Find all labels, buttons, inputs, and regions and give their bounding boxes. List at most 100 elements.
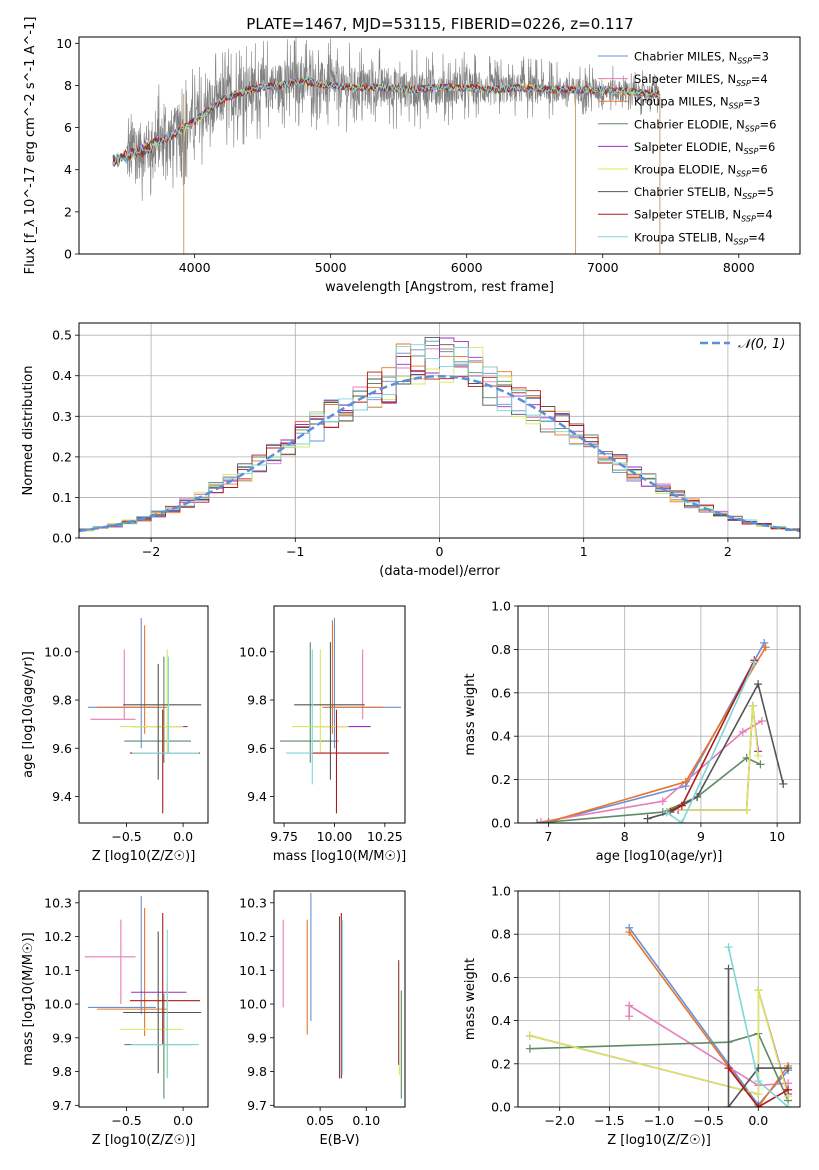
series-line — [540, 720, 763, 823]
y-tick-label: 0.0 — [491, 816, 511, 831]
y-tick-label: 10.2 — [239, 929, 267, 944]
y-tick-label: 0.6 — [491, 685, 511, 700]
y-tick-label: 10.3 — [239, 895, 267, 910]
legend-sub: SSP — [744, 147, 759, 156]
plot-area — [112, 37, 661, 254]
series-point — [662, 808, 671, 817]
x-axis-label: age [log10(age/yr)] — [596, 849, 723, 864]
legend-text: Kroupa MILES, N — [634, 95, 729, 109]
legend-text: Salpeter STELIB, N — [634, 208, 741, 222]
x-tick-label: −1.5 — [594, 1113, 624, 1128]
y-tick-label: 9.6 — [247, 741, 267, 756]
legend-sub: SSP — [745, 124, 760, 133]
series-point — [779, 779, 788, 788]
x-axis-label: Z [log10(Z/Z☉)] — [92, 1133, 196, 1148]
x-axis-label: E(B-V) — [319, 1133, 359, 1148]
axes-frame — [78, 890, 209, 1108]
y-tick-label: 9.9 — [52, 1030, 72, 1045]
legend-text: Kroupa STELIB, N — [634, 230, 734, 244]
y-tick-label: 10.0 — [239, 644, 267, 659]
y-tick-label: 10.3 — [44, 895, 72, 910]
series-point — [754, 986, 763, 995]
series-line — [666, 662, 756, 823]
series-point — [533, 819, 542, 823]
x-tick-label: 5000 — [315, 260, 347, 275]
y-tick-label: 9.8 — [52, 1064, 72, 1079]
y-axis-label: mass [log10(M/M☉)] — [21, 932, 36, 1065]
panel-age-vs-mass: 9.75 10.00 10.25 9.4 9.6 9.8 10.0 mass [log10(M… — [239, 605, 406, 864]
y-tick-label: 9.6 — [52, 741, 72, 756]
series-point — [625, 1001, 634, 1010]
series-point — [525, 1044, 534, 1053]
x-tick-label: 0.10 — [352, 1113, 380, 1128]
legend-suffix: =4 — [748, 230, 765, 244]
y-tick-label: 0.0 — [52, 531, 72, 546]
y-tick-label: 1.0 — [491, 599, 511, 614]
y-tick-label: 0.5 — [52, 328, 72, 343]
legend-label: Kroupa MILES, NSSP=3 — [634, 95, 760, 111]
y-tick-label: 0.2 — [491, 772, 511, 787]
series-point — [760, 638, 769, 647]
axes-frame — [517, 605, 801, 824]
x-tick-label: 6000 — [451, 260, 483, 275]
series-line — [670, 705, 759, 811]
x-tick-label: 4000 — [179, 260, 211, 275]
series-point — [784, 1085, 793, 1094]
x-tick-label: 0.0 — [173, 829, 193, 844]
y-tick-label: 0.3 — [52, 409, 72, 424]
x-axis-label: Z [log10(Z/Z☉)] — [607, 1133, 711, 1148]
histogram-step — [79, 337, 800, 532]
legend-label: Salpeter STELIB, NSSP=4 — [634, 208, 773, 224]
x-tick-label: 7000 — [587, 260, 619, 275]
legend-suffix: =4 — [756, 208, 773, 222]
panel-residuals: −2 −1 0 1 2 0.0 0.1 0.2 0.3 0.4 0.5 (data-model)/er… — [21, 322, 801, 579]
series-point — [724, 1064, 733, 1073]
x-tick-label: 0.0 — [173, 1113, 193, 1128]
series-point — [643, 814, 652, 823]
y-tick-label: 8 — [64, 78, 72, 93]
series-point — [677, 819, 686, 823]
axes-frame — [78, 605, 209, 824]
y-tick-label: 0.8 — [491, 927, 511, 942]
histogram-step — [79, 355, 800, 530]
y-tick-label: 9.9 — [247, 1030, 267, 1045]
series-line — [529, 990, 789, 1097]
legend-sub: SSP — [741, 215, 756, 224]
series-point — [754, 1090, 763, 1099]
legend-suffix: =5 — [757, 185, 774, 199]
legend: 𝒩(0, 1) — [700, 337, 785, 352]
y-tick-label: 10.1 — [239, 963, 267, 978]
x-axis-label: (data-model)/error — [379, 564, 500, 579]
y-axis-label: age [log10(age/yr)] — [21, 651, 36, 778]
plot-area — [79, 323, 800, 538]
legend-label: Chabrier MILES, NSSP=3 — [634, 50, 769, 66]
legend-suffix: =3 — [743, 95, 760, 109]
series-point — [625, 928, 634, 937]
legend-sub: SSP — [736, 170, 751, 179]
legend-label: Kroupa ELODIE, NSSP=6 — [634, 163, 768, 179]
x-tick-label: 0.05 — [306, 1113, 334, 1128]
y-tick-label: 9.7 — [247, 1098, 267, 1113]
panel-massweight-vs-age: 7 8 9 10 0.0 0.2 0.4 0.6 0.8 1.0 age [log10(age/yr… — [463, 599, 801, 864]
legend-text: Salpeter MILES, N — [634, 72, 736, 86]
panel-mass-vs-Z: −0.5 0.0 9.7 9.8 9.9 10.0 10.1 10.2 10.3 Z [log10… — [21, 890, 209, 1148]
legend-text: Chabrier MILES, N — [634, 50, 737, 64]
legend-sub: SSP — [736, 79, 751, 88]
legend-label: Salpeter ELODIE, NSSP=6 — [634, 140, 775, 156]
x-tick-label: −0.5 — [111, 1113, 141, 1128]
series-point — [681, 777, 690, 786]
y-tick-label: 0.4 — [52, 368, 72, 383]
axes-frame — [78, 36, 801, 255]
x-tick-label: −2.0 — [545, 1113, 575, 1128]
y-tick-label: 10.0 — [44, 997, 72, 1012]
x-tick-label: 10 — [769, 829, 785, 844]
series-point — [625, 1012, 634, 1021]
x-tick-label: −0.5 — [111, 829, 141, 844]
legend-label: Salpeter MILES, NSSP=4 — [634, 72, 768, 88]
series-point — [658, 797, 667, 806]
series-line — [548, 646, 767, 823]
gaussian-curve — [79, 374, 800, 533]
x-axis-label: mass [log10(M/M☉)] — [273, 849, 406, 864]
x-tick-label: 0 — [436, 544, 444, 559]
